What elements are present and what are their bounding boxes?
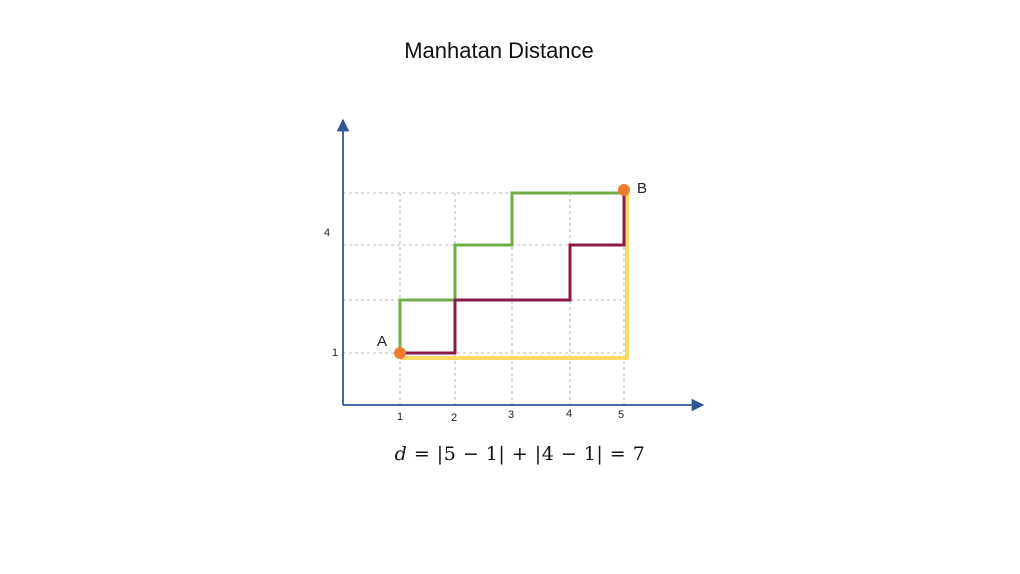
x-tick-label: 5 [618, 409, 624, 421]
slide-title: Manhatan Distance [404, 38, 594, 63]
point-b [618, 184, 630, 196]
point-a [394, 347, 406, 359]
x-tick-label: 1 [397, 411, 403, 423]
formula-variable: d [394, 443, 408, 465]
point-b-label: B [637, 180, 647, 197]
path-yellow [400, 193, 629, 360]
path-green [398, 191, 624, 353]
y-tick-label: 1 [332, 347, 338, 359]
formula-expression: = |5 − 1| + |4 − 1| = 7 [407, 443, 646, 465]
distance-formula: d = |5 − 1| + |4 − 1| = 7 [0, 443, 1020, 465]
path-purple [400, 193, 626, 355]
x-tick-label: 4 [566, 408, 572, 420]
x-tick-label: 3 [508, 409, 514, 421]
y-tick-label: 4 [324, 227, 330, 239]
x-tick-label: 2 [451, 412, 457, 424]
point-a-label: A [377, 333, 387, 350]
